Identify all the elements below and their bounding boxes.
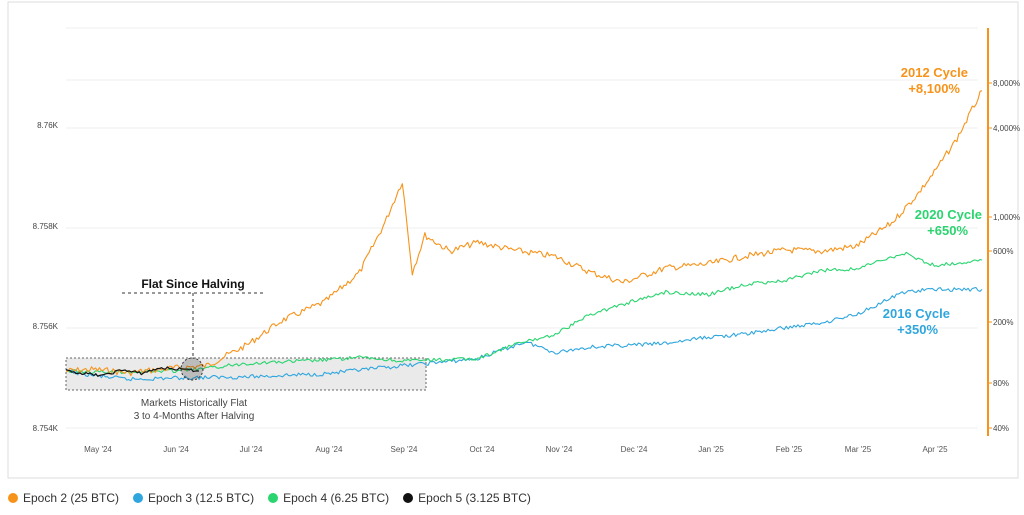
left-tick-label: 8.758K [33,222,59,231]
chart-frame [7,1,1019,479]
legend-item-epoch3[interactable]: Epoch 3 (12.5 BTC) [133,491,254,505]
right-axis-ticks: 40% 80% 200% 600% 1,000% 4,000% 8,000% [988,79,1020,433]
flat-annotation-circle [180,357,204,381]
right-tick-label: 8,000% [993,79,1020,88]
left-tick-label: 8.756K [33,322,59,331]
x-tick-label: Jun '24 [163,445,189,454]
cycle-2012-label-line2: +8,100% [908,81,960,96]
left-tick-label: 8.76K [37,121,59,130]
cycle-2020-label-line2: +650% [927,223,968,238]
x-tick-label: Feb '25 [776,445,803,454]
x-tick-label: Sep '24 [391,445,418,454]
x-tick-label: Mar '25 [845,445,872,454]
legend-label-epoch2: Epoch 2 (25 BTC) [23,491,120,505]
markets-flat-line2: 3 to 4-Months After Halving [134,411,255,422]
x-tick-label: Nov '24 [546,445,573,454]
cycle-2020-label-line1: 2020 Cycle [915,207,982,222]
right-tick-label: 600% [993,247,1013,256]
legend-dot-epoch2 [8,493,18,503]
x-tick-label: Jul '24 [240,445,263,454]
flat-annotation-label: Flat Since Halving [141,277,244,291]
cycle-2016-label-line1: 2016 Cycle [883,306,950,321]
x-tick-label: Jan '25 [698,445,724,454]
legend-label-epoch4: Epoch 4 (6.25 BTC) [283,491,390,505]
cycle-2016-label-line2: +350% [897,322,938,337]
right-tick-label: 4,000% [993,124,1020,133]
legend-item-epoch2[interactable]: Epoch 2 (25 BTC) [8,491,119,505]
x-tick-label: Apr '25 [922,445,948,454]
right-tick-label: 1,000% [993,213,1020,222]
legend-dot-epoch3 [133,493,144,503]
x-axis-ticks: May '24 Jun '24 Jul '24 Aug '24 Sep '24 Oct '… [84,445,948,454]
right-tick-label: 80% [993,379,1009,388]
legend-label-epoch5: Epoch 5 (3.125 BTC) [418,491,531,505]
series-line-epoch-3 [65,287,983,382]
legend-dot-epoch4 [268,493,279,503]
flat-region-box [65,357,427,391]
legend-label-epoch3: Epoch 3 (12.5 BTC) [148,491,255,505]
legend-item-epoch5[interactable]: Epoch 5 (3.125 BTC) [403,491,531,505]
cycle-2012-label-line1: 2012 Cycle [901,65,968,80]
grid-lines [66,27,978,429]
x-tick-label: May '24 [84,445,112,454]
left-tick-label: 8.754K [33,424,59,433]
legend: Epoch 2 (25 BTC) Epoch 3 (12.5 BTC) Epoc… [8,489,531,507]
x-tick-label: Dec '24 [621,445,648,454]
x-tick-label: Aug '24 [316,445,343,454]
legend-dot-epoch5 [403,493,414,503]
series-line-epoch-2 [65,90,983,377]
right-tick-label: 40% [993,424,1009,433]
markets-flat-line1: Markets Historically Flat [141,398,247,409]
series-line-epoch-5 [65,366,200,377]
x-tick-label: Oct '24 [469,445,495,454]
series-lines [65,90,983,382]
right-tick-label: 200% [993,318,1013,327]
left-axis-ticks: 8.754K 8.756K 8.758K 8.76K [33,121,59,433]
series-line-epoch-4 [65,251,983,375]
legend-item-epoch4[interactable]: Epoch 4 (6.25 BTC) [268,491,389,505]
